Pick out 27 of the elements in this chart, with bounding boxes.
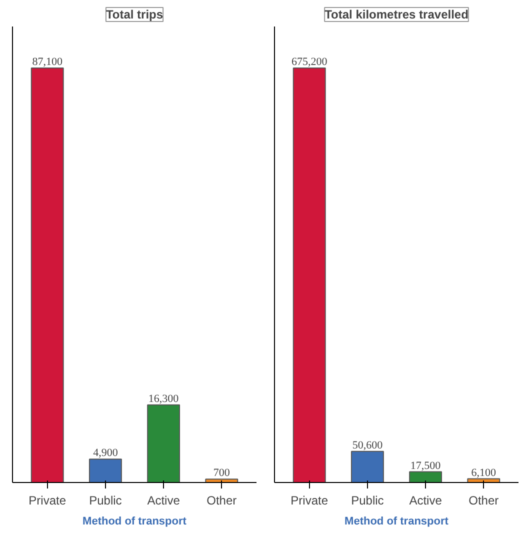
chart-title: Total kilometres travelled: [324, 8, 468, 22]
x-axis-title: Method of transport: [82, 516, 187, 528]
bar: [409, 471, 442, 482]
bar: [350, 450, 384, 482]
bar: [147, 404, 180, 482]
data-label: 675,200: [291, 56, 328, 68]
data-label: 50,600: [352, 439, 384, 452]
data-label: 700: [213, 467, 230, 480]
chart-title: Total trips: [106, 8, 164, 22]
data-label: 17,500: [410, 460, 442, 472]
x-axis-title: Method of transport: [344, 516, 449, 528]
x-tick-label: Active: [409, 494, 442, 508]
bar: [88, 458, 122, 482]
x-tick-label: Public: [89, 494, 122, 508]
x-tick-label: Private: [290, 494, 328, 508]
data-label: 6,100: [471, 466, 497, 479]
bar: [30, 67, 64, 482]
x-tick-label: Other: [206, 494, 237, 508]
data-label: 4,900: [93, 447, 118, 460]
data-label: 16,300: [148, 392, 180, 405]
x-tick-label: Active: [147, 494, 180, 508]
bar: [292, 67, 326, 482]
x-tick-label: Public: [351, 494, 384, 508]
data-label: 87,100: [32, 56, 63, 68]
x-tick-label: Private: [28, 494, 66, 508]
bar: [205, 478, 238, 482]
x-tick-label: Other: [468, 494, 499, 508]
